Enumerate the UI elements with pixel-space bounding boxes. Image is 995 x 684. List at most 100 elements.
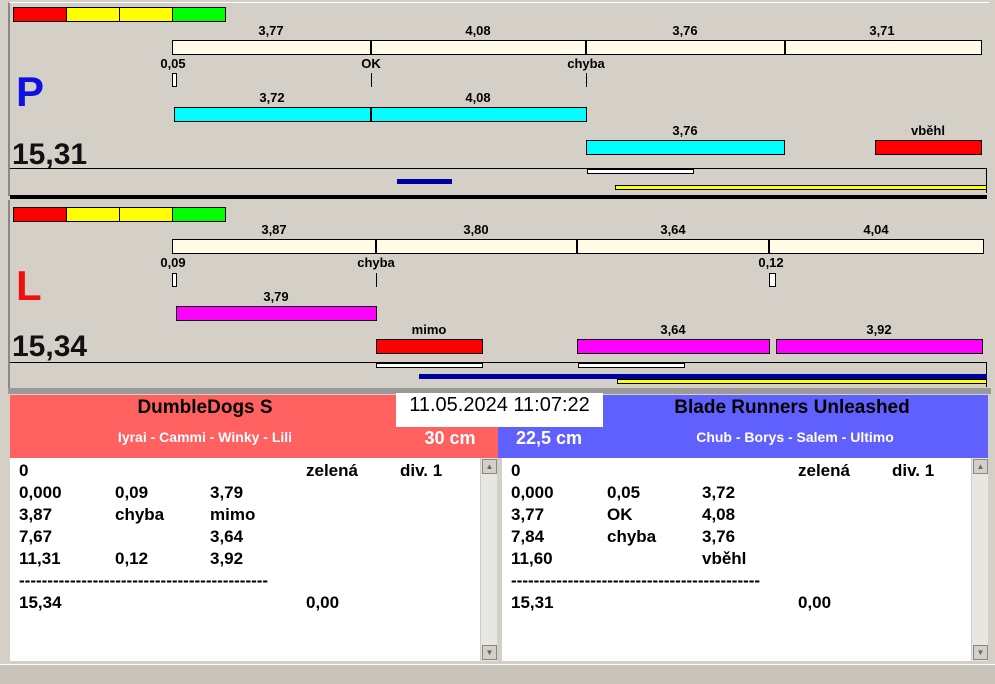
scrollbar[interactable]: ▲ ▼ — [971, 458, 988, 661]
scroll-down-button[interactable]: ▼ — [973, 645, 988, 660]
split-divider — [768, 239, 770, 254]
run-label: 3,64 — [660, 322, 686, 337]
list-row: 15,31 0,00 — [502, 593, 988, 615]
cell: 0,12 — [115, 549, 149, 568]
cell: 7,84 — [511, 527, 545, 546]
light-green — [172, 7, 226, 22]
run-label: 3,76 — [672, 123, 698, 138]
marker-bar — [578, 363, 685, 368]
cell: 0 — [511, 461, 521, 480]
cell: 3,77 — [511, 505, 545, 524]
right-team-height: 22,5 cm — [515, 428, 583, 448]
left-results-list[interactable]: ▲ ▼ 0 zelená div. 1 0,000 0,09 3,79 3,87 chyba mi… — [10, 458, 497, 661]
light-yellow — [119, 207, 173, 222]
light-red — [13, 207, 67, 222]
cell: zelená — [798, 461, 850, 480]
scrollbar[interactable]: ▲ ▼ — [480, 458, 497, 661]
side-label: L — [16, 262, 42, 309]
list-row: 0,000 0,09 3,79 — [10, 483, 497, 505]
tick — [376, 273, 377, 287]
status-bar — [0, 664, 995, 684]
split-divider — [370, 40, 372, 55]
run-label: 3,72 — [259, 90, 285, 105]
cell: 11,60 — [511, 549, 553, 568]
list-row: 11,60 vběhl — [502, 549, 988, 571]
tick — [586, 73, 587, 87]
light-yellow — [66, 7, 120, 22]
cell: 3,76 — [702, 527, 736, 546]
cell: 4,08 — [702, 505, 736, 524]
cell: 0,05 — [607, 483, 641, 502]
list-row: 7,67 3,64 — [10, 527, 497, 549]
separator — [8, 388, 991, 394]
run-label: 4,08 — [465, 90, 491, 105]
seg-label: 3,77 — [258, 23, 284, 38]
cell: 11,31 — [19, 549, 61, 568]
cell: 15,31 — [511, 593, 554, 612]
list-row: 0,000 0,05 3,72 — [502, 483, 988, 505]
divider — [10, 168, 987, 169]
list-row: ----------------------------------------… — [10, 571, 497, 593]
separator — [10, 195, 987, 199]
light-green — [172, 207, 226, 222]
seg-label: 4,08 — [465, 23, 491, 38]
run-bar — [176, 306, 377, 321]
run-label: mimo — [411, 322, 447, 337]
mid-label: 0,09 — [160, 255, 186, 270]
total-time: 15,34 — [12, 330, 88, 363]
bottom-track-panel — [8, 200, 989, 388]
light-yellow — [119, 7, 173, 22]
tick — [371, 73, 372, 87]
seg-label: 3,64 — [660, 222, 686, 237]
left-team-name: DumbleDogs S — [137, 397, 273, 418]
list-row: 3,77 OK 4,08 — [502, 505, 988, 527]
run-label: 3,79 — [263, 289, 289, 304]
cell: 3,92 — [210, 549, 244, 568]
split-bar — [172, 239, 984, 254]
split-divider — [784, 40, 786, 55]
cell: 3,72 — [702, 483, 736, 502]
progress-yellow — [615, 185, 987, 190]
seg-label: 3,71 — [869, 23, 895, 38]
scroll-down-button[interactable]: ▼ — [482, 645, 497, 660]
progress-blue — [419, 374, 987, 379]
left-team-members: Iyrai - Cammi - Winky - Lili — [117, 429, 293, 445]
light-red — [13, 7, 67, 22]
mid-label: OK — [361, 56, 381, 71]
list-row: 11,31 0,12 3,92 — [10, 549, 497, 571]
divider — [10, 362, 987, 363]
cell: zelená — [306, 461, 358, 480]
list-row: 15,34 0,00 — [10, 593, 497, 615]
run-divider — [370, 107, 372, 122]
cell: chyba — [607, 527, 657, 546]
top-track-panel — [8, 2, 989, 196]
cell: 0,000 — [511, 483, 554, 502]
datetime: 11.05.2024 11:07:22 — [396, 393, 603, 427]
split-divider — [375, 239, 377, 254]
scroll-up-button[interactable]: ▲ — [973, 459, 988, 474]
run-bar — [776, 339, 983, 354]
scroll-up-button[interactable]: ▲ — [482, 459, 497, 474]
cell: 0,09 — [115, 483, 149, 502]
split-divider — [576, 239, 578, 254]
divider — [986, 168, 987, 193]
seg-label: 3,80 — [463, 222, 489, 237]
mid-label: 0,05 — [160, 56, 186, 71]
cell: div. 1 — [892, 461, 935, 480]
mid-label: 0,12 — [758, 255, 784, 270]
list-row: 0 zelená div. 1 — [502, 461, 988, 483]
seg-label: 3,87 — [261, 222, 287, 237]
right-results-list[interactable]: ▲ ▼ 0 zelená div. 1 0,000 0,05 3,72 3,77 OK 4,08 7… — [502, 458, 988, 661]
mid-label: chyba — [567, 56, 605, 71]
run-bar — [586, 140, 785, 155]
list-row: 3,87 chyba mimo — [10, 505, 497, 527]
cell: 0,000 — [19, 483, 62, 502]
run-label: vběhl — [911, 123, 945, 138]
fault-bar — [875, 140, 982, 155]
split-divider — [585, 40, 587, 55]
cell: mimo — [210, 505, 256, 524]
cell: 15,34 — [19, 593, 62, 612]
cell: 0 — [19, 461, 29, 480]
right-team-name: Blade Runners Unleashed — [674, 397, 910, 418]
marker-bar — [587, 169, 694, 174]
